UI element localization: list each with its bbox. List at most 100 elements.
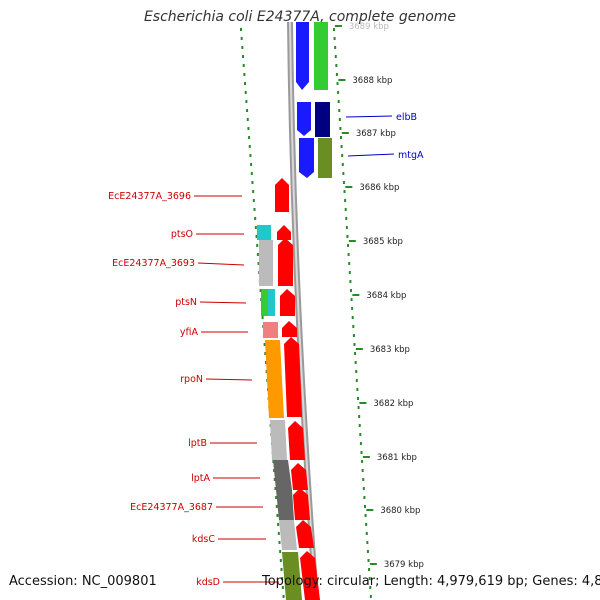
gene-elbB-navy[interactable] bbox=[315, 102, 330, 137]
ring-dot bbox=[338, 118, 341, 121]
gene-label-EcE24377A_3696[interactable]: EcE24377A_3696 bbox=[108, 191, 191, 202]
block-lptB[interactable] bbox=[270, 420, 287, 460]
gene-kdsD-red[interactable] bbox=[300, 551, 320, 600]
gene-EcE24377A_3696[interactable] bbox=[275, 178, 289, 212]
ring-dot bbox=[279, 550, 282, 553]
ring-dot bbox=[281, 577, 284, 580]
ring-dot bbox=[357, 406, 360, 409]
block-yfiA[interactable] bbox=[263, 322, 278, 338]
ring-dot bbox=[243, 73, 246, 76]
block-EcE24377A_3693[interactable] bbox=[259, 240, 273, 286]
ring-dot bbox=[281, 586, 284, 589]
accession-text: Accession: NC_009801 bbox=[9, 574, 157, 589]
block-ptsO[interactable] bbox=[257, 225, 271, 240]
ring-dot bbox=[254, 217, 257, 220]
ring-dot bbox=[250, 172, 253, 175]
gene-label-ptsN[interactable]: ptsN bbox=[175, 297, 197, 308]
gene-green-top[interactable] bbox=[314, 22, 328, 90]
tick-label: 3688 kbp bbox=[352, 76, 392, 86]
tick-label: 3682 kbp bbox=[373, 399, 413, 409]
ring-dot bbox=[278, 541, 281, 544]
ring-dot bbox=[335, 64, 338, 67]
tick-label: 3689 kbp bbox=[349, 22, 389, 32]
ring-dot bbox=[355, 379, 358, 382]
outer-dotted-ring bbox=[333, 28, 372, 598]
ring-dot bbox=[358, 424, 361, 427]
ring-dot bbox=[358, 415, 361, 418]
ring-dot bbox=[333, 28, 335, 31]
gene-mtgA-blue[interactable] bbox=[299, 138, 314, 178]
gene-yfiA-red[interactable] bbox=[282, 321, 297, 337]
gene-label-kdsD[interactable]: kdsD bbox=[196, 577, 220, 588]
ring-dot bbox=[264, 361, 267, 364]
gene-kdsC-red[interactable] bbox=[296, 520, 314, 548]
gene-label-kdsC[interactable]: kdsC bbox=[192, 534, 215, 545]
gene-label-ptsO[interactable]: ptsO bbox=[171, 229, 193, 240]
ring-dot bbox=[356, 388, 359, 391]
gene-label-yfiA[interactable]: yfiA bbox=[180, 327, 199, 338]
ring-dot bbox=[348, 262, 351, 265]
left-gene-labels: EcE24377A_3696 ptsO EcE24377A_3693 ptsN yfiA… bbox=[108, 191, 279, 588]
right-gene-labels: elbB mtgA bbox=[345, 112, 424, 161]
ring-dot bbox=[263, 343, 266, 346]
gene-lptB-red[interactable] bbox=[288, 421, 305, 460]
block-ptsN-cyan[interactable] bbox=[268, 289, 275, 316]
genome-summary-text: Topology: circular; Length: 4,979,619 bp… bbox=[262, 574, 600, 589]
ring-dot bbox=[369, 595, 372, 598]
block-rpoN[interactable] bbox=[265, 340, 284, 418]
ring-dot bbox=[359, 433, 362, 436]
ring-dot bbox=[364, 505, 367, 508]
ring-dot bbox=[276, 514, 279, 517]
block-EcE24377A_3687[interactable] bbox=[276, 490, 294, 520]
ring-dot bbox=[365, 532, 368, 535]
gene-label-elbB[interactable]: elbB bbox=[396, 112, 417, 123]
gene-EcE24377A_3693-red[interactable] bbox=[278, 238, 293, 286]
ring-dot bbox=[253, 208, 256, 211]
gene-label-mtgA[interactable]: mtgA bbox=[398, 150, 424, 161]
gene-elbB-blue[interactable] bbox=[297, 102, 311, 136]
block-lptA[interactable] bbox=[273, 460, 292, 490]
tick-label: 3686 kbp bbox=[359, 183, 399, 193]
gene-mtgA-olive[interactable] bbox=[318, 138, 332, 178]
genome-backbone-inner bbox=[289, 21, 317, 600]
gene-label-rpoN[interactable]: rpoN bbox=[180, 374, 203, 385]
gene-label-lptA[interactable]: lptA bbox=[191, 473, 210, 484]
ring-dot bbox=[344, 208, 347, 211]
tick-label: 3681 kbp bbox=[377, 453, 417, 463]
ring-dot bbox=[368, 577, 371, 580]
ring-dot bbox=[362, 478, 365, 481]
ring-dot bbox=[334, 46, 337, 49]
ring-dot bbox=[340, 136, 343, 139]
ring-dot bbox=[345, 217, 348, 220]
gene-lptA-red[interactable] bbox=[291, 463, 308, 490]
ring-dot bbox=[344, 199, 347, 202]
gene-label-EcE24377A_3687[interactable]: EcE24377A_3687 bbox=[130, 502, 213, 513]
tick-label: 3687 kbp bbox=[356, 129, 396, 139]
ring-dot bbox=[277, 532, 280, 535]
ring-dot bbox=[354, 361, 357, 364]
ring-dot bbox=[341, 163, 344, 166]
ring-dot bbox=[242, 55, 245, 58]
ring-dot bbox=[246, 109, 249, 112]
ring-dot bbox=[343, 190, 346, 193]
block-ptsN-green[interactable] bbox=[261, 289, 268, 316]
ring-dot bbox=[251, 181, 254, 184]
gene-ptsO-red[interactable] bbox=[277, 225, 291, 240]
ring-dot bbox=[349, 289, 352, 292]
ring-dot bbox=[368, 568, 371, 571]
gene-EcE24377A_3687-red[interactable] bbox=[293, 488, 310, 520]
block-kdsD[interactable] bbox=[282, 552, 302, 600]
ring-dot bbox=[337, 91, 340, 94]
ring-dot bbox=[346, 235, 349, 238]
gene-ptsN-red[interactable] bbox=[280, 289, 295, 316]
gene-rpoN-red[interactable] bbox=[284, 337, 302, 417]
block-kdsC[interactable] bbox=[279, 520, 297, 550]
tick-label: 3685 kbp bbox=[363, 237, 403, 247]
ring-dot bbox=[240, 28, 242, 31]
gene-label-lptB[interactable]: lptB bbox=[188, 438, 207, 449]
gene-label-EcE24377A_3693[interactable]: EcE24377A_3693 bbox=[112, 258, 195, 269]
ring-dot bbox=[355, 370, 358, 373]
tick-label: 3684 kbp bbox=[366, 291, 406, 301]
ring-dot bbox=[247, 127, 250, 130]
gene-blue-top[interactable] bbox=[296, 22, 309, 90]
